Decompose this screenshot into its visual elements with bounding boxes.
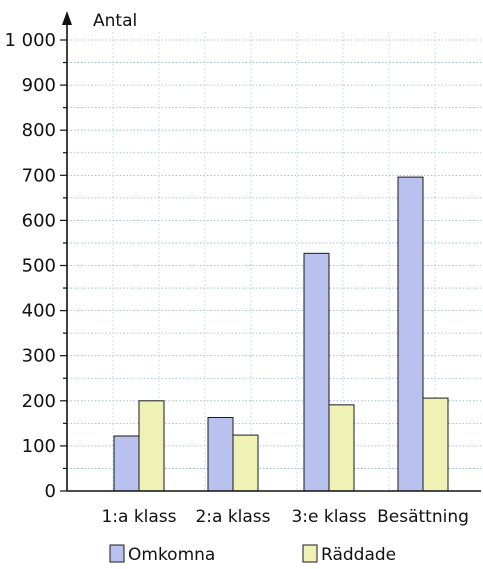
bar-omkomna-4 [397, 176, 424, 492]
legend: Omkomna Räddade [109, 544, 396, 565]
x-category-label: 2:a klass [195, 507, 270, 527]
bar-räddade-1 [138, 400, 165, 492]
y-tick-label: 300 [22, 346, 56, 367]
bar-omkomna-1 [113, 435, 140, 492]
bar-räddade-4 [422, 397, 449, 492]
legend-label-omkomna: Omkomna [128, 545, 215, 565]
y-tick-label: 900 [22, 75, 56, 96]
bar-räddade-3 [328, 404, 355, 492]
axis-layer [60, 11, 481, 492]
y-tick-label: 1 000 [4, 30, 56, 51]
y-tick-label: 800 [22, 120, 56, 141]
legend-swatch-omkomna [109, 544, 125, 563]
y-tick-label: 200 [22, 391, 56, 412]
y-tick-label: 0 [45, 481, 56, 502]
grid-layer [67, 32, 481, 491]
y-tick-label: 500 [22, 256, 56, 277]
y-axis-arrow-icon [62, 11, 72, 25]
bars-layer [113, 176, 449, 492]
legend-swatch-räddade [302, 544, 318, 563]
x-category-label: 3:e klass [291, 507, 366, 527]
y-tick-label: 700 [22, 165, 56, 186]
x-category-label: Besättning [377, 507, 469, 527]
legend-label-räddade: Räddade [321, 545, 396, 565]
x-category-label: 1:a klass [101, 507, 176, 527]
bar-räddade-2 [232, 434, 259, 492]
labels-layer: 0 100 200 300 400 500 600 700 800 900 1 000 Antal 1:… [4, 11, 468, 527]
y-tick-label: 400 [22, 301, 56, 322]
bar-omkomna-3 [303, 252, 330, 492]
y-tick-label: 600 [22, 210, 56, 231]
y-tick-label: 100 [22, 436, 56, 457]
y-axis-title: Antal [93, 11, 137, 31]
bar-omkomna-2 [207, 416, 234, 492]
